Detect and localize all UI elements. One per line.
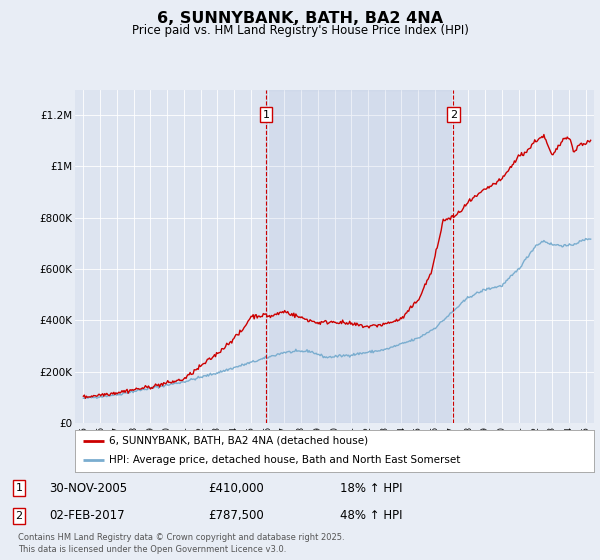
Bar [266,90,453,423]
Text: 48% ↑ HPI: 48% ↑ HPI [340,510,403,522]
Text: 1: 1 [263,110,269,120]
Text: 6, SUNNYBANK, BATH, BA2 4NA (detached house): 6, SUNNYBANK, BATH, BA2 4NA (detached ho… [109,436,368,446]
Text: 18% ↑ HPI: 18% ↑ HPI [340,482,403,494]
Text: 1: 1 [16,483,22,493]
Text: 02-FEB-2017: 02-FEB-2017 [49,510,125,522]
Text: HPI: Average price, detached house, Bath and North East Somerset: HPI: Average price, detached house, Bath… [109,455,460,465]
Text: 2: 2 [449,110,457,120]
Text: Contains HM Land Registry data © Crown copyright and database right 2025.
This d: Contains HM Land Registry data © Crown c… [18,533,344,554]
Text: 6, SUNNYBANK, BATH, BA2 4NA: 6, SUNNYBANK, BATH, BA2 4NA [157,11,443,26]
Text: 2: 2 [16,511,22,521]
Text: Price paid vs. HM Land Registry's House Price Index (HPI): Price paid vs. HM Land Registry's House … [131,24,469,37]
Text: £787,500: £787,500 [208,510,263,522]
Text: 30-NOV-2005: 30-NOV-2005 [49,482,128,494]
Text: £410,000: £410,000 [208,482,263,494]
